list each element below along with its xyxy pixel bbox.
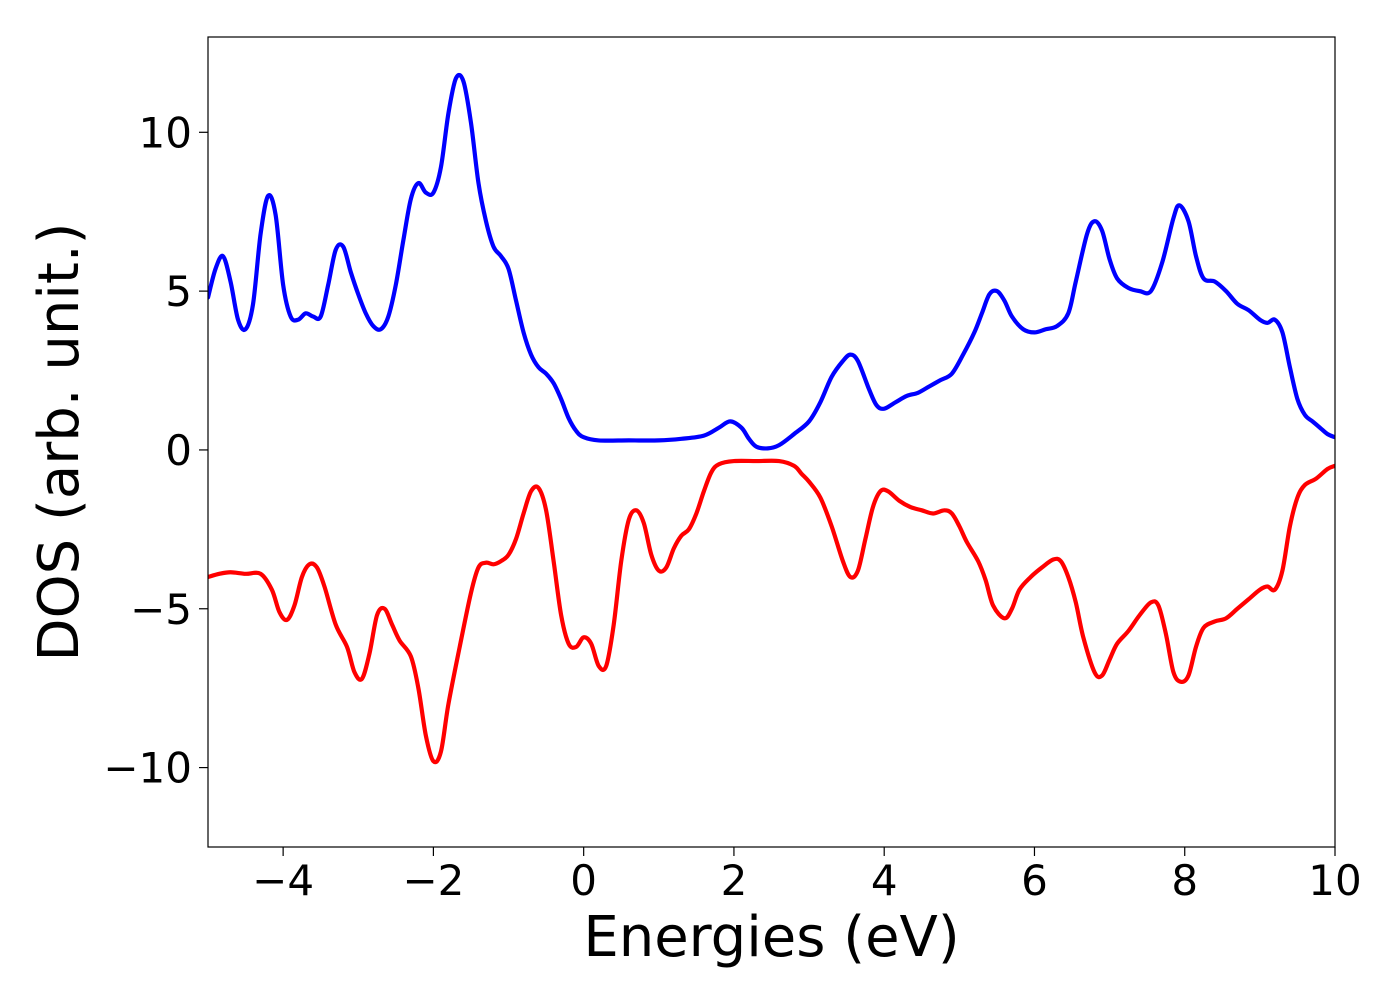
x-tick-label: −2: [402, 856, 464, 905]
y-tick-label: −10: [103, 744, 192, 793]
x-tick-label: −4: [252, 856, 314, 905]
y-tick-label: 10: [139, 108, 192, 157]
y-tick-label: −5: [130, 585, 192, 634]
x-tick-label: 2: [721, 856, 748, 905]
x-tick-label: 0: [570, 856, 597, 905]
y-tick-label: 0: [165, 426, 192, 475]
y-axis-label: DOS (arb. unit.): [27, 222, 92, 661]
plot-area: [208, 72, 1335, 765]
series-line-spin-down: [208, 458, 1335, 765]
x-tick-label: 8: [1171, 856, 1198, 905]
x-tick-label: 6: [1021, 856, 1048, 905]
x-tick-label: 10: [1308, 856, 1361, 905]
axes-frame: [207, 36, 1336, 848]
series-line-spin-up: [208, 72, 1335, 451]
y-axis-ticks: 10 5 0 −5 −10: [103, 108, 208, 793]
y-tick-label: 5: [165, 267, 192, 316]
x-tick-label: 4: [871, 856, 898, 905]
x-axis-label: Energies (eV): [583, 905, 959, 970]
x-axis-ticks: −4 −2 0 2 4 6 8 10: [252, 847, 1362, 905]
